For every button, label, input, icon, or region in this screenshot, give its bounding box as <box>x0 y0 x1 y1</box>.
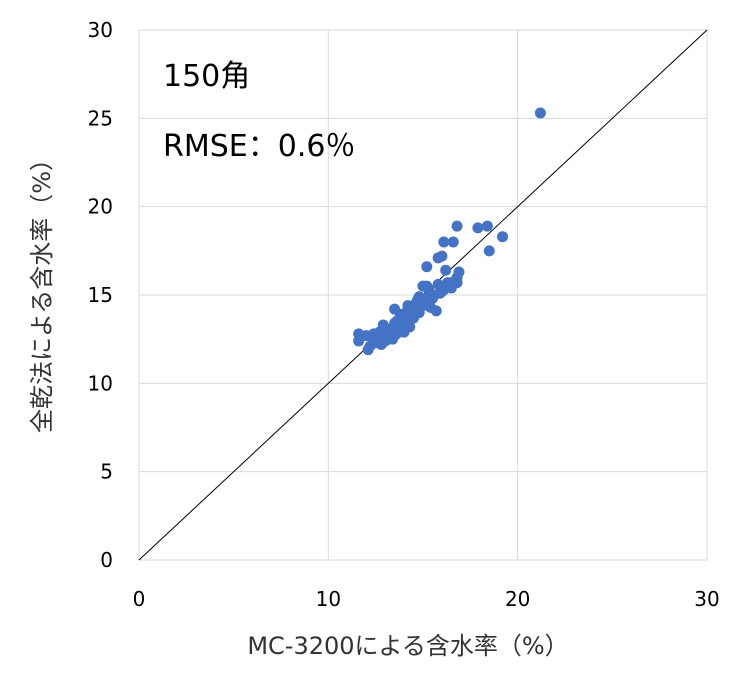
data-point <box>425 289 437 301</box>
annotation-size-label: 150角 <box>163 59 250 94</box>
data-point <box>404 321 416 333</box>
y-axis-title: 全乾法による含水率（%） <box>28 147 56 433</box>
data-point <box>497 231 509 243</box>
data-point <box>402 300 414 312</box>
data-point <box>430 305 442 317</box>
annotation-rmse: RMSE：0.6％ <box>163 129 355 164</box>
data-point <box>438 236 450 248</box>
data-point <box>413 291 425 303</box>
x-tick-label-3: 30 <box>694 587 719 611</box>
data-point <box>421 261 433 273</box>
data-point <box>360 330 372 342</box>
data-point <box>440 264 452 276</box>
data-point <box>432 252 444 264</box>
plot-area-frame <box>138 29 708 561</box>
data-point <box>483 245 495 257</box>
data-point <box>421 280 433 292</box>
y-axis-tick-labels: 0 5 10 15 20 25 30 <box>88 18 113 572</box>
x-axis-title: MC-3200による含水率（%） <box>247 632 568 660</box>
y-tick-label-0: 0 <box>100 548 113 572</box>
y-tick-label-5: 25 <box>88 106 113 130</box>
x-tick-label-0: 0 <box>133 587 146 611</box>
data-point <box>362 344 374 356</box>
y-tick-label-1: 5 <box>100 460 113 484</box>
x-tick-label-1: 10 <box>316 587 341 611</box>
data-point <box>451 271 463 283</box>
data-point <box>447 236 459 248</box>
data-point <box>385 323 397 335</box>
data-point <box>534 107 546 119</box>
data-point <box>481 220 493 232</box>
data-point <box>451 220 463 232</box>
data-point <box>472 222 484 234</box>
data-point <box>438 284 450 296</box>
data-point <box>389 303 401 315</box>
x-axis-tick-labels: 0 10 20 30 <box>133 587 720 611</box>
data-point <box>396 312 408 324</box>
data-point <box>373 326 385 338</box>
y-tick-label-2: 10 <box>88 371 113 395</box>
y-tick-label-4: 20 <box>88 195 113 219</box>
y-tick-label-6: 30 <box>88 18 113 42</box>
x-tick-label-2: 20 <box>505 587 530 611</box>
data-points <box>353 107 546 356</box>
y-tick-label-3: 15 <box>88 283 113 307</box>
